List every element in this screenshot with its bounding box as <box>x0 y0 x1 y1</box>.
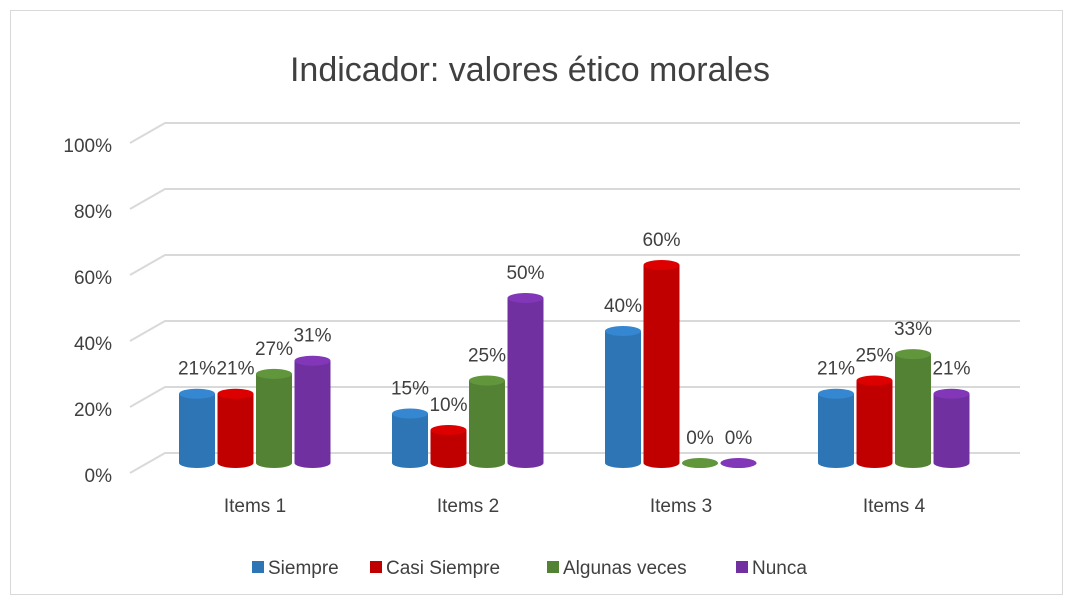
data-label: 25% <box>468 346 506 367</box>
bar <box>217 393 254 468</box>
data-label: 33% <box>894 319 932 340</box>
legend-label: Casi Siempre <box>386 558 500 579</box>
bar-top <box>818 388 854 399</box>
bar <box>933 393 970 468</box>
bar-top <box>392 408 428 419</box>
y-tick-label: 80% <box>74 202 112 223</box>
y-tick-label: 60% <box>74 268 112 289</box>
bar-top <box>179 388 215 399</box>
data-label: 31% <box>293 326 331 347</box>
data-label: 15% <box>391 379 429 400</box>
bar-top <box>430 425 467 435</box>
bar-top <box>856 375 893 386</box>
bar-top <box>895 349 931 360</box>
bar <box>294 360 331 468</box>
data-label: 10% <box>429 395 467 416</box>
bar <box>469 380 505 468</box>
bar-top <box>682 458 718 468</box>
data-label: 50% <box>506 263 544 284</box>
grid-line <box>129 320 1020 342</box>
legend-label: Algunas veces <box>563 558 687 579</box>
bar <box>179 393 215 468</box>
data-label: 21% <box>932 359 970 380</box>
bar-top <box>294 355 331 366</box>
x-tick-label: Items 3 <box>650 496 712 517</box>
x-tick-label: Items 2 <box>437 496 499 517</box>
data-label: 0% <box>686 428 714 449</box>
bar-top <box>643 260 680 270</box>
bar <box>392 413 428 468</box>
bar-top <box>469 375 505 386</box>
legend-swatch <box>736 561 748 573</box>
grid-line <box>129 254 1020 276</box>
x-tick-label: Items 1 <box>224 496 286 517</box>
data-label: 40% <box>604 296 642 317</box>
data-label: 21% <box>817 359 855 380</box>
data-label: 0% <box>725 428 753 449</box>
data-label: 21% <box>216 359 254 380</box>
bar-top <box>605 326 641 336</box>
data-label: 25% <box>855 346 893 367</box>
bar-top <box>507 293 544 303</box>
bar-top <box>256 368 292 379</box>
bar <box>895 354 931 468</box>
data-label: 60% <box>642 230 680 251</box>
bar <box>605 331 641 468</box>
y-tick-label: 40% <box>74 334 112 355</box>
bar <box>856 380 893 468</box>
y-tick-label: 20% <box>74 400 112 421</box>
y-tick-label: 0% <box>85 466 113 487</box>
bar-top <box>217 388 254 399</box>
bar <box>507 298 544 468</box>
bar-top <box>720 458 757 468</box>
legend-swatch <box>370 561 382 573</box>
data-label: 27% <box>255 339 293 360</box>
grid-line <box>129 386 1020 408</box>
x-tick-label: Items 4 <box>863 496 926 517</box>
y-tick-label: 100% <box>63 136 112 157</box>
bar <box>430 430 467 468</box>
bar <box>256 373 292 468</box>
grid-line <box>129 122 1020 144</box>
legend-label: Siempre <box>268 558 339 579</box>
bar-top <box>933 388 970 399</box>
grid-line <box>129 188 1020 210</box>
bar <box>818 393 854 468</box>
chart-title: Indicador: valores ético morales <box>290 51 770 89</box>
legend-swatch <box>547 561 559 573</box>
legend-swatch <box>252 561 264 573</box>
grid-line <box>129 452 1020 474</box>
legend-label: Nunca <box>752 558 807 579</box>
bar <box>643 265 680 468</box>
data-label: 21% <box>178 359 216 380</box>
